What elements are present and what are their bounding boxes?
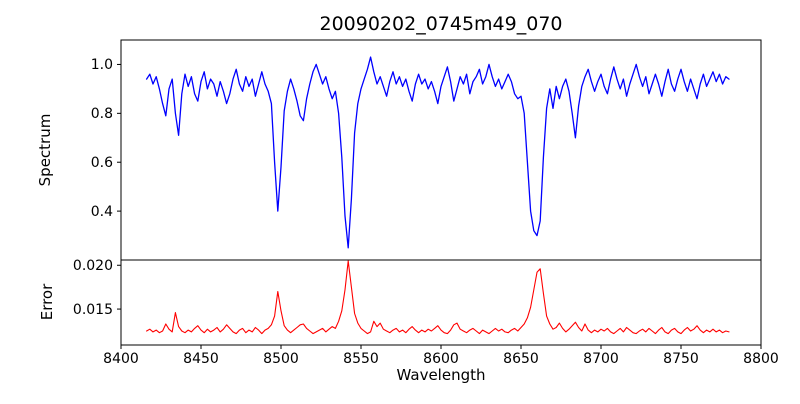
error-y-tick-label: 0.020: [73, 258, 113, 274]
spectrum-y-tick-label: 0.6: [91, 155, 113, 171]
x-tick-label: 8500: [263, 351, 299, 367]
x-tick-label: 8550: [343, 351, 379, 367]
x-tick-label: 8700: [583, 351, 619, 367]
spectrum-y-tick-label: 1.0: [91, 57, 113, 73]
spectrum-panel-spines: [120, 39, 762, 261]
x-tick-label: 8400: [103, 351, 139, 367]
spectrum-y-axis-label: Spectrum: [36, 114, 54, 187]
error-line: [146, 260, 730, 335]
spectrum-y-tick-label: 0.8: [91, 106, 113, 122]
plot-area: 0.4 0.6 0.8 1.0 0.015 0.020 8400 8450 8500 8550 86…: [73, 39, 779, 367]
error-y-axis-label: Error: [38, 283, 56, 320]
x-tick-label: 8600: [423, 351, 459, 367]
x-tick-label: 8750: [663, 351, 699, 367]
spectrum-line: [145, 56, 730, 249]
chart-title: 20090202_0745m49_070: [319, 13, 562, 35]
error-y-tick-label: 0.015: [73, 302, 113, 318]
x-tick-label: 8450: [183, 351, 219, 367]
x-axis-label: Wavelength: [397, 366, 486, 384]
x-tick-label: 8650: [503, 351, 539, 367]
spectrum-y-tick-label: 0.4: [91, 204, 113, 220]
x-tick-label: 8800: [743, 351, 779, 367]
